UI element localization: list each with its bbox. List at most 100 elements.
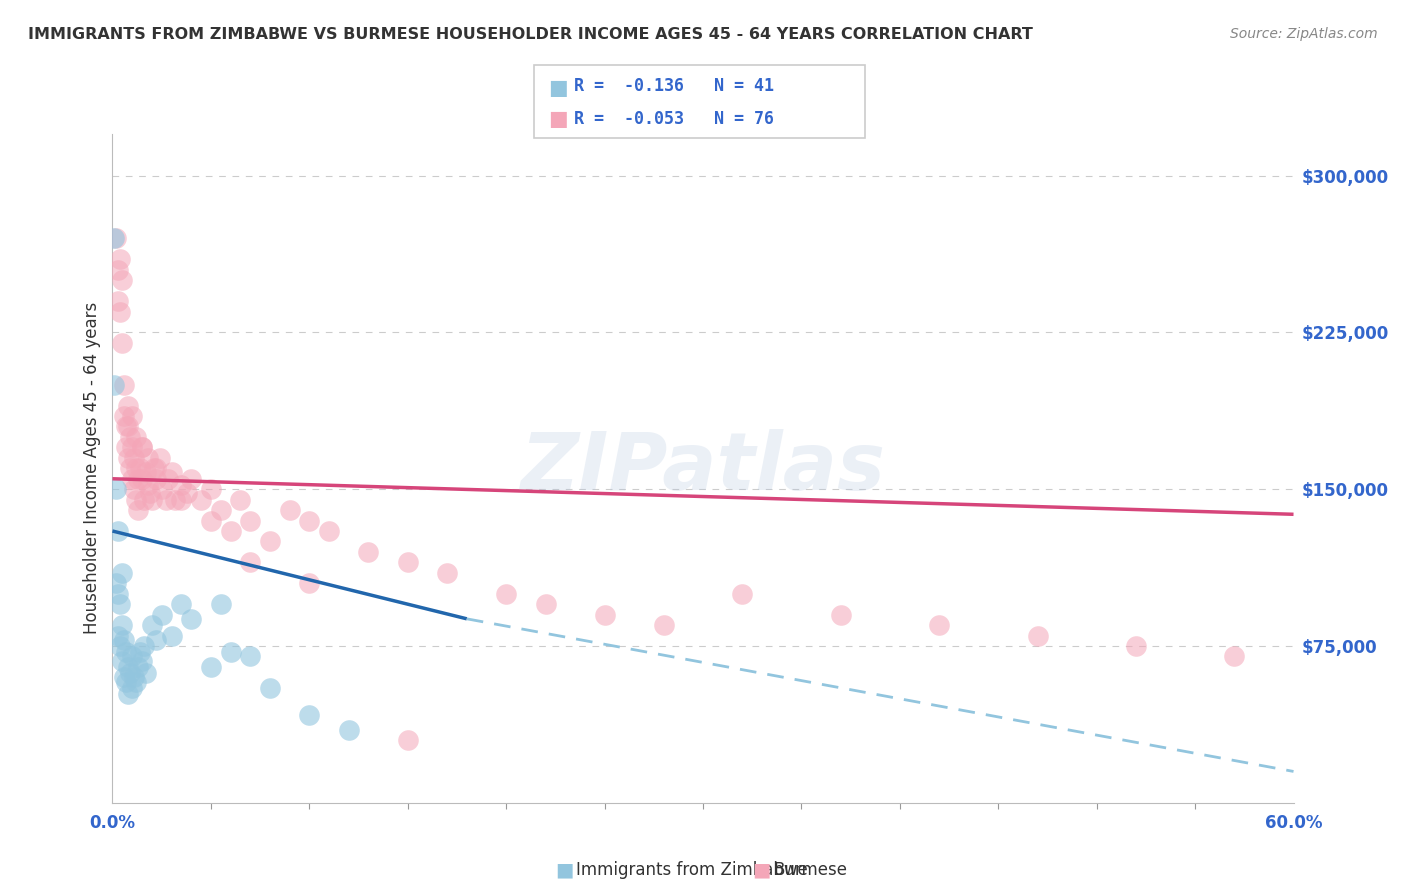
Point <box>105 231 128 245</box>
Point <box>110 639 132 653</box>
Text: R =  -0.136   N = 41: R = -0.136 N = 41 <box>574 77 773 95</box>
Point <box>115 419 138 434</box>
Point <box>136 450 159 465</box>
Point <box>107 587 129 601</box>
Point <box>110 597 132 611</box>
Point <box>121 472 143 486</box>
Point <box>396 733 419 747</box>
Point <box>125 674 148 689</box>
Point <box>127 503 149 517</box>
Point <box>132 639 155 653</box>
Point <box>110 304 132 318</box>
Point <box>111 273 134 287</box>
Point <box>150 482 173 496</box>
Point <box>170 597 193 611</box>
Point <box>180 612 202 626</box>
Text: Immigrants from Zimbabwe: Immigrants from Zimbabwe <box>576 861 808 879</box>
Point <box>105 576 128 591</box>
Point <box>115 674 138 689</box>
Point <box>209 597 232 611</box>
Point <box>593 607 616 622</box>
Point <box>107 294 129 309</box>
Point <box>112 377 135 392</box>
Point <box>150 607 173 622</box>
Point <box>259 681 281 695</box>
Point <box>200 514 222 528</box>
Point <box>156 472 179 486</box>
Text: ■: ■ <box>548 78 568 97</box>
Point <box>170 492 193 507</box>
Point <box>176 486 198 500</box>
Point <box>121 681 143 695</box>
Point <box>121 649 143 664</box>
Point <box>127 660 149 674</box>
Point <box>1125 639 1147 653</box>
Point <box>142 461 165 475</box>
Point <box>357 545 380 559</box>
Point <box>318 524 340 538</box>
Point <box>928 618 950 632</box>
Point <box>107 262 129 277</box>
Point <box>112 670 135 684</box>
Point <box>534 597 557 611</box>
Point <box>122 482 145 496</box>
Point <box>830 607 852 622</box>
Point <box>165 492 187 507</box>
Point <box>111 566 134 580</box>
Point <box>131 472 153 486</box>
Text: R =  -0.053   N = 76: R = -0.053 N = 76 <box>574 111 773 128</box>
Point <box>131 441 153 455</box>
Point <box>200 660 222 674</box>
Point <box>155 492 177 507</box>
Point <box>160 466 183 480</box>
Text: Burmese: Burmese <box>773 861 848 879</box>
Point <box>131 441 153 455</box>
Point <box>731 587 754 601</box>
Text: IMMIGRANTS FROM ZIMBABWE VS BURMESE HOUSEHOLDER INCOME AGES 45 - 64 YEARS CORREL: IMMIGRANTS FROM ZIMBABWE VS BURMESE HOUS… <box>28 27 1033 42</box>
Point <box>122 450 145 465</box>
Point <box>125 492 148 507</box>
Point <box>111 618 134 632</box>
Point <box>190 492 212 507</box>
Point <box>298 514 321 528</box>
Point <box>1026 628 1049 642</box>
Text: ZIPatlas: ZIPatlas <box>520 429 886 508</box>
Point <box>298 576 321 591</box>
Point <box>122 670 145 684</box>
Point <box>495 587 517 601</box>
Point <box>117 660 139 674</box>
Point <box>160 628 183 642</box>
Point <box>112 409 135 423</box>
Point <box>103 231 125 245</box>
Point <box>105 482 128 496</box>
Point <box>180 472 202 486</box>
Y-axis label: Householder Income Ages 45 - 64 years: Householder Income Ages 45 - 64 years <box>83 302 101 634</box>
Text: ■: ■ <box>555 860 574 880</box>
Point <box>145 632 167 647</box>
Point <box>170 478 193 492</box>
Point <box>111 335 134 350</box>
Point <box>120 430 142 444</box>
Point <box>141 492 163 507</box>
Point <box>337 723 360 737</box>
Point <box>107 628 129 642</box>
Point <box>136 478 159 492</box>
Point <box>125 430 148 444</box>
Point <box>132 492 155 507</box>
Point <box>125 461 148 475</box>
Point <box>259 534 281 549</box>
Point <box>121 409 143 423</box>
Point <box>131 654 153 668</box>
Point <box>112 632 135 647</box>
Point <box>129 645 152 659</box>
Point <box>115 441 138 455</box>
Point <box>117 450 139 465</box>
Text: ■: ■ <box>548 110 568 129</box>
Point <box>1223 649 1246 664</box>
Point <box>120 461 142 475</box>
Point <box>229 492 252 507</box>
Point <box>239 649 262 664</box>
Point <box>111 654 134 668</box>
Point <box>145 461 167 475</box>
Point <box>652 618 675 632</box>
